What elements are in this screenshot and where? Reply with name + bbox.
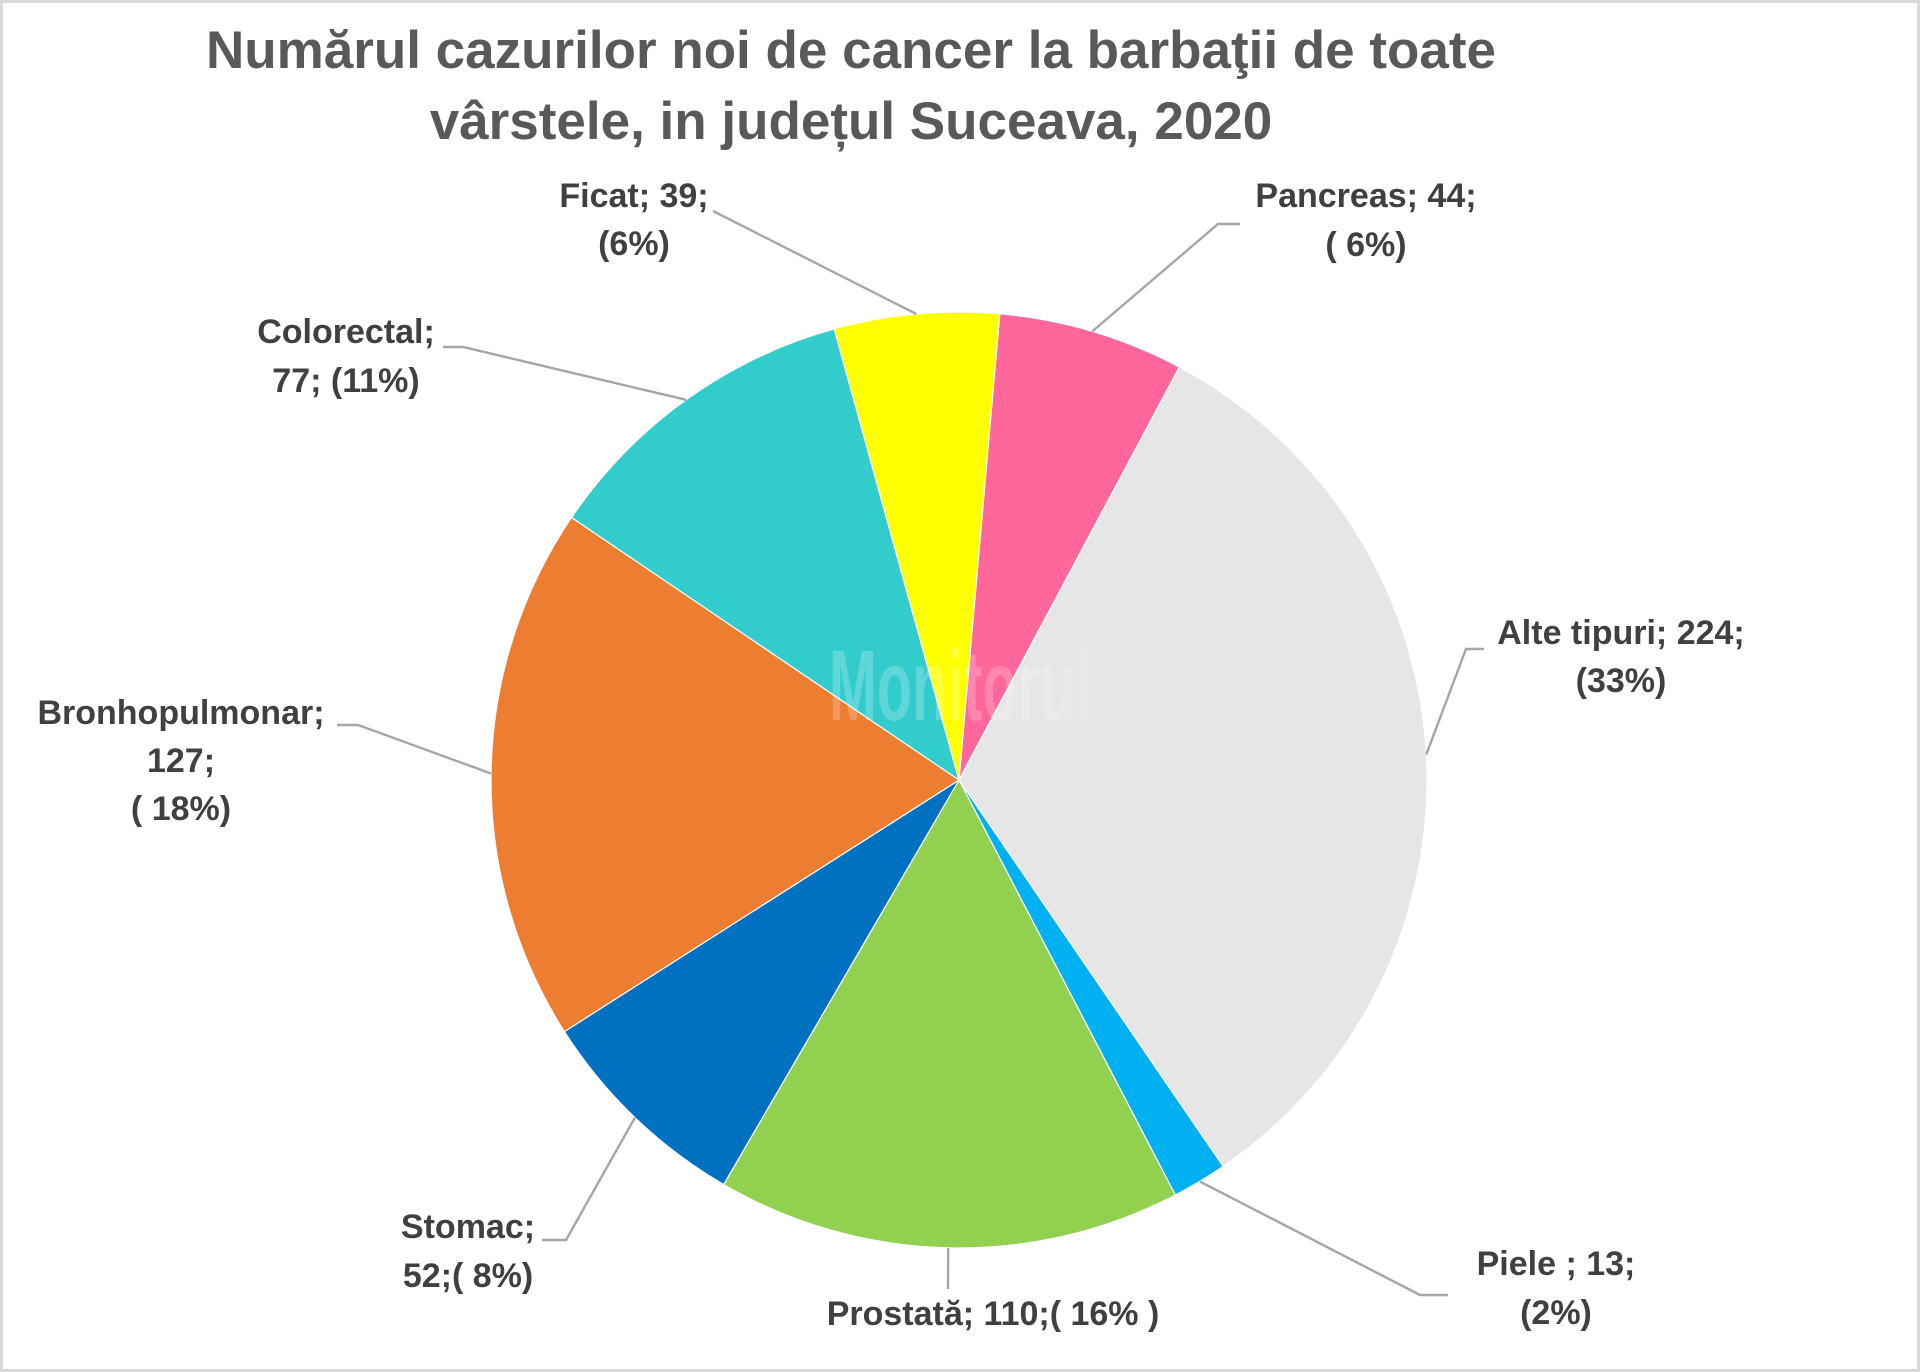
data-label-ficat: Ficat; 39; (6%) [559,177,708,263]
slice-colorectal [570,328,960,781]
value-text: ; 39; [639,177,709,215]
value-percent-text: 52;( 8%) [403,1257,533,1295]
data-label-piele: Piele ; 13; (2%) [1477,1245,1636,1332]
percent-text: ( 6%) [1325,226,1406,264]
data-label-alte-tipuri: Alte tipuri; 224; (33%) [1497,614,1745,700]
value-text: ; [423,313,434,351]
category-name: Ficat [559,177,638,215]
value-text: ; 13; [1556,1245,1635,1283]
category-name: Prostată [827,1295,964,1333]
percent-text: (6%) [598,225,670,263]
leader-line-piele [1199,1180,1448,1297]
slice-bronhopulmonar [490,516,960,1033]
data-labels: Pancreas; 44; ( 6%) Alte tipuri; 224; (3… [37,177,1744,1333]
data-label-line: Bronhopulmonar; [37,694,324,732]
slice-stomac [563,779,960,1186]
pie-slices [490,311,1428,1249]
value-text: 127; [147,742,215,780]
chart-title: Numărul cazurilor noi de cancer la barba… [205,21,1496,151]
category-name: Colorectal [257,313,423,351]
value-text: ; 224; [1656,614,1745,652]
leader-line-stomac [542,1117,636,1242]
slice-pancreas [958,313,1180,781]
value-text: ; [524,1208,535,1246]
percent-text: (33%) [1576,662,1667,700]
data-label-line: Alte tipuri; 224; [1497,614,1745,652]
value-text: ; 110;( 16% ) [963,1295,1160,1333]
data-label-line: Stomac; [401,1208,535,1246]
value-percent-text: 77; (11%) [272,362,419,400]
leader-line-bronhopulmonar [337,723,492,775]
leader-line-ficat [712,209,917,316]
data-label-stomac: Stomac; 52;( 8%) [401,1208,535,1295]
data-label-line: Colorectal; [257,313,435,351]
category-name: Alte tipuri [1497,614,1656,652]
category-name: Bronhopulmonar [37,694,313,732]
data-label-bronhopulmonar: Bronhopulmonar; 127; ( 18%) [37,694,324,828]
percent-text: ( 18%) [131,790,231,828]
data-label-prostata: Prostată; 110;( 16% ) [827,1295,1160,1333]
leader-line-alte-tipuri [1425,647,1484,755]
category-name: Piele [1477,1245,1556,1283]
data-label-line: Prostată; 110;( 16% ) [827,1295,1160,1333]
slice-prostata [723,779,1176,1249]
leader-line-pancreas [1091,222,1240,333]
value-text: ; 44; [1407,177,1477,215]
data-label-colorectal: Colorectal; 77; (11%) [257,313,435,400]
percent-text: (2%) [1520,1294,1592,1332]
category-name: Pancreas [1255,177,1406,215]
value-text: ; [313,694,324,732]
leader-lines [337,209,1484,1297]
leader-line-colorectal [443,345,687,401]
data-label-line: Piele ; 13; [1477,1245,1636,1283]
category-name: Stomac [401,1208,524,1246]
data-label-pancreas: Pancreas; 44; ( 6%) [1255,177,1476,264]
data-label-line: Ficat; 39; [559,177,708,215]
watermark: Monitorul [829,630,1091,742]
slice-alte-tipuri [958,366,1428,1167]
data-label-line: Pancreas; 44; [1255,177,1476,215]
